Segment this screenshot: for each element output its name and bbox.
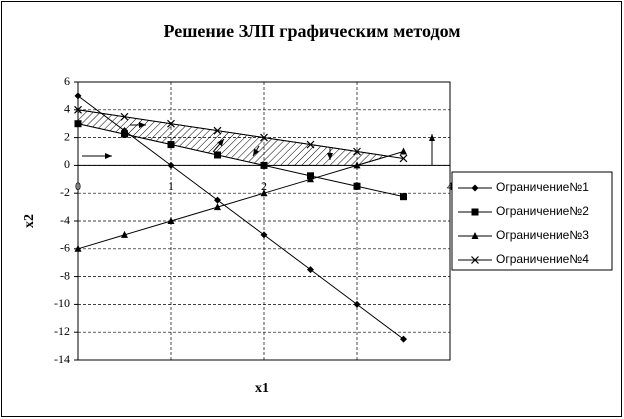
y-tick-label: -4 (60, 213, 70, 227)
legend-label: Ограничение№2 (496, 204, 589, 218)
marker (400, 193, 407, 201)
legend-label: Ограничение№1 (496, 180, 589, 194)
marker (121, 130, 128, 138)
legend-label: Ограничение№4 (496, 252, 589, 266)
x-tick-label: 1 (168, 179, 174, 193)
marker (353, 147, 361, 156)
x-tick-label: 2 (261, 179, 267, 193)
marker (213, 126, 222, 135)
marker (260, 231, 268, 239)
direction-arrows (82, 122, 435, 165)
y-tick-label: -6 (60, 241, 70, 255)
marker (214, 203, 221, 211)
marker (353, 182, 361, 190)
marker (74, 92, 82, 100)
marker (214, 196, 221, 204)
marker (167, 217, 175, 224)
y-tick-label: -10 (54, 296, 70, 310)
marker (471, 208, 479, 216)
y-tick-label: -2 (60, 185, 70, 199)
marker (74, 105, 82, 114)
series-line (77, 123, 404, 198)
y-tick-label: 2 (64, 129, 70, 143)
marker (74, 244, 82, 252)
y-axis-title: x2 (22, 214, 37, 228)
marker (399, 154, 408, 163)
x-axis-title: x1 (255, 381, 269, 396)
marker (471, 256, 479, 264)
marker (306, 140, 315, 149)
marker (260, 189, 268, 197)
series-line (77, 95, 404, 340)
marker (120, 112, 129, 121)
y-tick-label: 6 (64, 74, 70, 88)
marker (353, 161, 361, 169)
marker (167, 119, 175, 128)
marker (260, 133, 268, 142)
marker (260, 161, 268, 169)
marker (471, 184, 479, 192)
marker (167, 161, 175, 169)
marker (74, 120, 82, 128)
series-line (77, 109, 404, 159)
marker (400, 147, 407, 155)
y-tick-label: -14 (54, 352, 70, 366)
marker (400, 335, 407, 343)
chart-title: Решение ЗЛП графическим методом (163, 21, 460, 41)
y-tick-label: -8 (60, 268, 70, 282)
series-line (77, 151, 404, 250)
y-tick-label: 4 (64, 102, 70, 116)
marker (167, 141, 175, 149)
marker (307, 175, 314, 183)
y-tick-label: -12 (54, 324, 70, 338)
marker (307, 266, 314, 274)
marker (353, 300, 361, 308)
marker (471, 232, 479, 239)
y-tick-label: 0 (64, 157, 70, 171)
marker (214, 151, 221, 159)
marker (121, 230, 128, 238)
legend-label: Ограничение№3 (496, 228, 589, 242)
